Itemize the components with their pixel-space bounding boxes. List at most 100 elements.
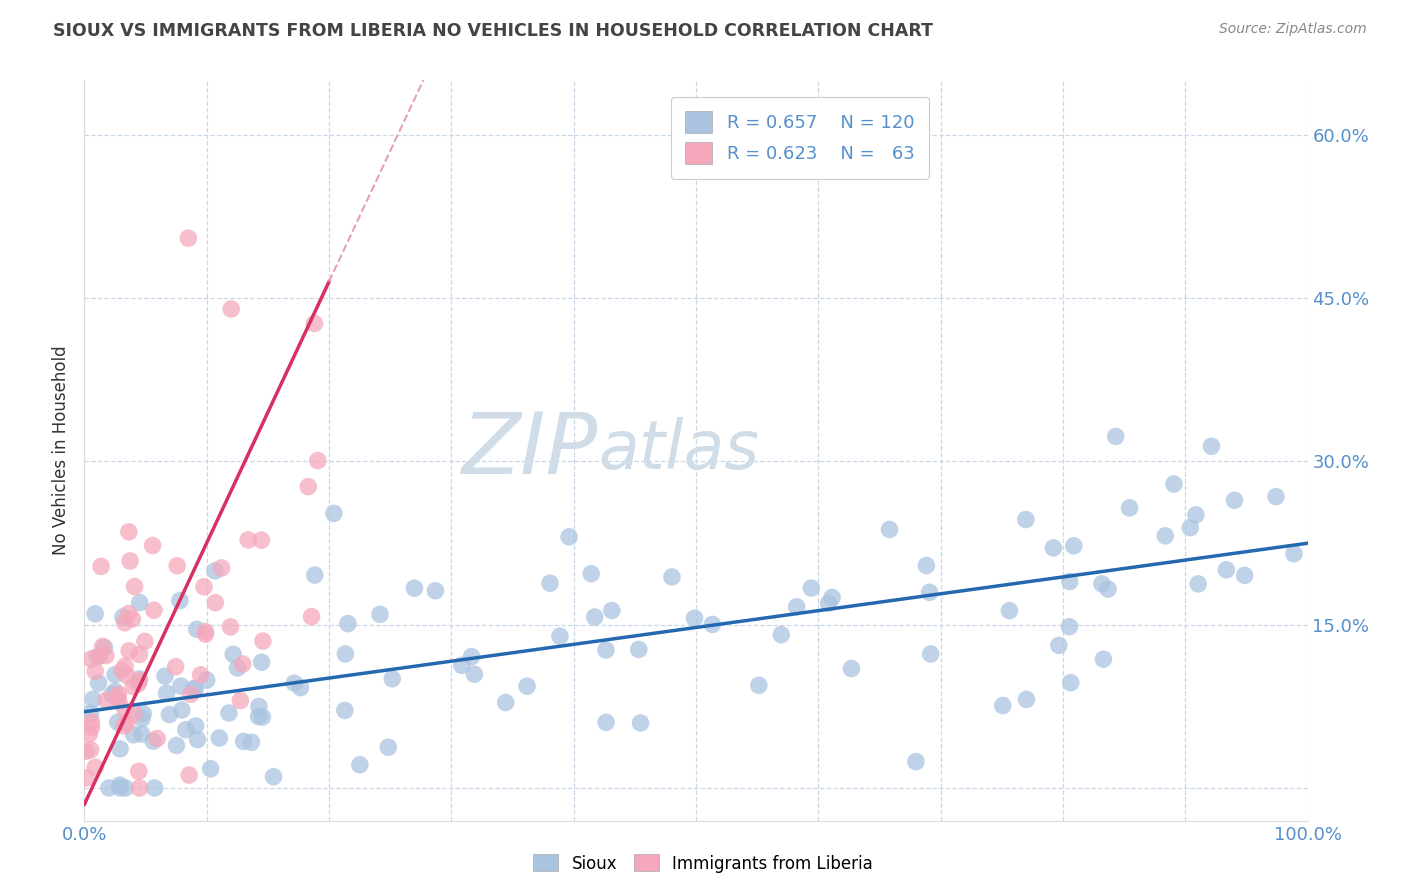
- Legend: Sioux, Immigrants from Liberia: Sioux, Immigrants from Liberia: [526, 847, 880, 880]
- Point: [920, 647, 942, 661]
- Point: [132, 706, 155, 721]
- Point: [142, 539, 165, 553]
- Point: [128, 780, 150, 795]
- Point: [252, 634, 274, 648]
- Point: [170, 703, 193, 717]
- Point: [1265, 490, 1288, 504]
- Point: [84, 607, 107, 621]
- Point: [128, 672, 150, 686]
- Point: [131, 712, 153, 726]
- Point: [661, 570, 683, 584]
- Point: [122, 728, 145, 742]
- Point: [918, 585, 941, 599]
- Point: [786, 599, 808, 614]
- Point: [180, 687, 202, 701]
- Point: [80, 714, 103, 729]
- Point: [75, 771, 97, 785]
- Point: [82, 692, 104, 706]
- Point: [1215, 563, 1237, 577]
- Point: [166, 558, 188, 573]
- Point: [204, 564, 226, 578]
- Point: [79, 743, 101, 757]
- Legend: R = 0.657    N = 120, R = 0.623    N =   63: R = 0.657 N = 120, R = 0.623 N = 63: [671, 96, 929, 178]
- Point: [80, 721, 103, 735]
- Point: [250, 533, 273, 548]
- Point: [134, 634, 156, 648]
- Point: [110, 780, 132, 795]
- Point: [143, 780, 166, 795]
- Point: [817, 596, 839, 610]
- Point: [226, 661, 249, 675]
- Point: [1015, 692, 1038, 706]
- Point: [1201, 439, 1223, 453]
- Point: [1223, 493, 1246, 508]
- Point: [595, 715, 617, 730]
- Point: [108, 742, 131, 756]
- Point: [190, 668, 212, 682]
- Point: [131, 727, 153, 741]
- Point: [219, 301, 242, 316]
- Point: [87, 676, 110, 690]
- Point: [323, 506, 346, 520]
- Point: [128, 596, 150, 610]
- Point: [304, 317, 326, 331]
- Point: [630, 716, 652, 731]
- Point: [998, 604, 1021, 618]
- Point: [538, 576, 561, 591]
- Point: [1059, 620, 1081, 634]
- Point: [683, 611, 706, 625]
- Point: [232, 657, 254, 671]
- Point: [1059, 574, 1081, 589]
- Point: [247, 709, 270, 723]
- Point: [91, 640, 114, 654]
- Point: [627, 642, 650, 657]
- Point: [108, 778, 131, 792]
- Point: [184, 719, 207, 733]
- Point: [770, 628, 793, 642]
- Point: [186, 623, 208, 637]
- Text: atlas: atlas: [598, 417, 759, 483]
- Point: [84, 665, 107, 679]
- Point: [247, 699, 270, 714]
- Point: [1060, 675, 1083, 690]
- Point: [90, 559, 112, 574]
- Point: [1063, 539, 1085, 553]
- Point: [155, 686, 177, 700]
- Point: [208, 731, 231, 745]
- Y-axis label: No Vehicles in Household: No Vehicles in Household: [52, 345, 70, 556]
- Point: [183, 681, 205, 696]
- Point: [991, 698, 1014, 713]
- Point: [238, 533, 260, 547]
- Point: [128, 764, 150, 779]
- Point: [114, 780, 136, 795]
- Point: [86, 649, 108, 664]
- Point: [114, 659, 136, 673]
- Point: [219, 620, 242, 634]
- Point: [841, 661, 863, 675]
- Point: [250, 655, 273, 669]
- Point: [84, 760, 107, 774]
- Text: Source: ZipAtlas.com: Source: ZipAtlas.com: [1219, 22, 1367, 37]
- Point: [307, 453, 329, 467]
- Point: [194, 624, 217, 639]
- Point: [263, 770, 285, 784]
- Point: [96, 693, 118, 707]
- Point: [1185, 508, 1208, 522]
- Point: [211, 561, 233, 575]
- Point: [75, 744, 97, 758]
- Point: [290, 681, 312, 695]
- Point: [1187, 577, 1209, 591]
- Point: [187, 732, 209, 747]
- Point: [118, 524, 141, 539]
- Point: [1154, 529, 1177, 543]
- Point: [118, 607, 141, 621]
- Point: [114, 615, 136, 630]
- Point: [404, 581, 426, 595]
- Point: [111, 664, 134, 678]
- Point: [124, 580, 146, 594]
- Point: [89, 648, 111, 663]
- Point: [1282, 547, 1305, 561]
- Point: [97, 780, 120, 795]
- Point: [108, 694, 131, 708]
- Point: [1233, 568, 1256, 582]
